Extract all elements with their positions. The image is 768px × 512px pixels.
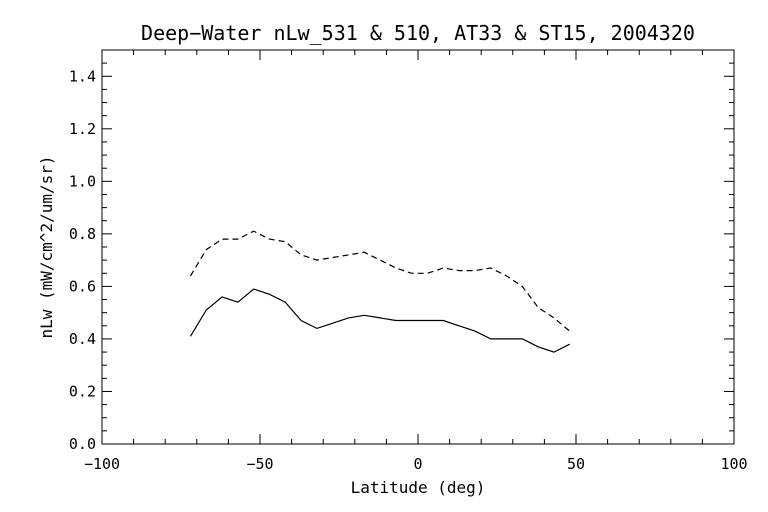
series-line-dashed	[189, 230, 571, 332]
y-tick-label: 1.4	[69, 67, 96, 85]
axis-tick-labels: −100 −50 0 50 100 0.0 0.2 0.4 0.6 0.8 1.0 1.2 1.4	[69, 67, 748, 473]
series-line-solid	[189, 288, 570, 353]
x-tick-label: 50	[567, 455, 585, 473]
chart-title: Deep−Water nLw_531 & 510, AT33 & ST15, 2…	[141, 21, 695, 45]
y-tick-label: 0.6	[69, 277, 96, 295]
x-tick-label: −50	[246, 455, 273, 473]
x-tick-label: 100	[720, 455, 747, 473]
y-tick-label: 0.4	[69, 330, 96, 348]
y-tick-label: 1.2	[69, 120, 96, 138]
axis-ticks	[101, 50, 735, 445]
x-tick-label: −100	[84, 455, 120, 473]
y-axis-label: nLw (mW/cm^2/um/sr)	[37, 155, 56, 338]
plot-frame	[101, 49, 735, 445]
y-tick-label: 0.8	[69, 225, 96, 243]
x-tick-label: 0	[413, 455, 422, 473]
data-series	[189, 230, 571, 353]
y-tick-label: 1.0	[69, 172, 96, 190]
x-axis-label: Latitude (deg)	[351, 478, 486, 497]
y-tick-label: 0.0	[69, 435, 96, 453]
y-tick-label: 0.2	[69, 382, 96, 400]
